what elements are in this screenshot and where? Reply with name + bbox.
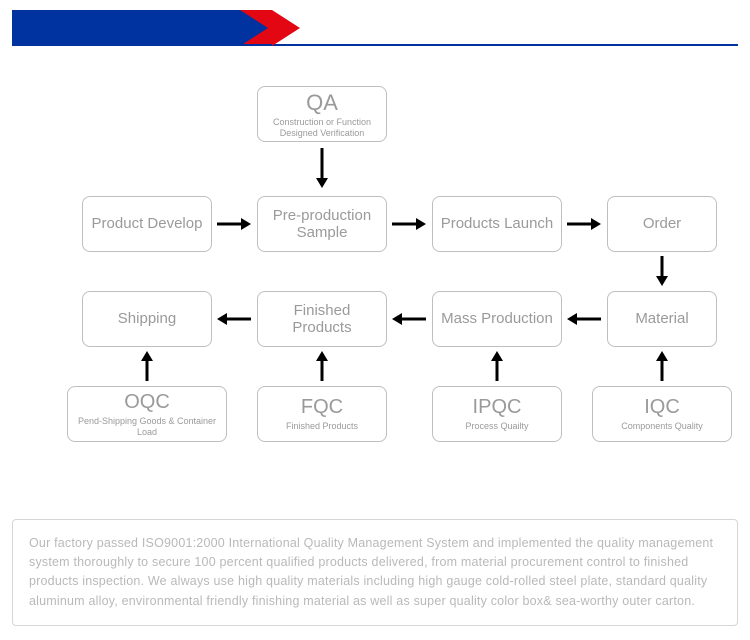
node-mat: Material	[607, 291, 717, 347]
arrow-fp-ship	[217, 312, 251, 326]
node-ipqc: IPQC Process Quailty	[432, 386, 562, 442]
node-qa: QAConstruction or Function Designed Veri…	[257, 86, 387, 142]
node-pps: Pre-production Sample	[257, 196, 387, 252]
node-title: IPQC	[473, 396, 522, 419]
node-title: Material	[635, 310, 688, 327]
arrow-oqc-ship	[140, 351, 154, 381]
arrow-mp-fp	[392, 312, 426, 326]
node-subtitle: Construction or Function Designed Verifi…	[264, 117, 380, 138]
arrow-pl-order	[567, 217, 601, 231]
node-title: FQC	[301, 396, 343, 419]
node-subtitle: Components Quality	[621, 421, 703, 431]
node-title: Finished Products	[264, 302, 380, 337]
banner-accent	[12, 10, 240, 44]
node-oqc: OQCPend-Shipping Goods & Container Load	[67, 386, 227, 442]
arrow-fqc-fp	[315, 351, 329, 381]
node-subtitle: Finished Products	[286, 421, 358, 431]
arrow-iqc-mat	[655, 351, 669, 381]
node-title: OQC	[124, 391, 170, 414]
arrow-qa-pps	[315, 148, 329, 188]
footer-note: Our factory passed ISO9001:2000 Internat…	[12, 519, 738, 627]
node-fqc: FQC Finished Products	[257, 386, 387, 442]
node-order: Order	[607, 196, 717, 252]
node-title: Products Launch	[441, 215, 554, 232]
node-title: Mass Production	[441, 310, 553, 327]
node-pdv: Product Develop	[82, 196, 212, 252]
node-title: Pre-production Sample	[264, 207, 380, 242]
node-title: QA	[306, 90, 338, 115]
arrow-mat-mp	[567, 312, 601, 326]
node-title: Order	[643, 215, 681, 232]
arrow-ipqc-mp	[490, 351, 504, 381]
arrow-pdv-pps	[217, 217, 251, 231]
banner: Quality Control Systems	[12, 10, 738, 46]
node-ship: Shipping	[82, 291, 212, 347]
node-title: Product Develop	[92, 215, 203, 232]
node-subtitle: Process Quailty	[465, 421, 528, 431]
node-title: Shipping	[118, 310, 176, 327]
arrow-pps-pl	[392, 217, 426, 231]
flowchart: QAConstruction or Function Designed Veri…	[12, 66, 738, 466]
node-title: IQC	[644, 396, 680, 419]
arrow-order-mat	[655, 256, 669, 286]
node-pl: Products Launch	[432, 196, 562, 252]
footer-text: Our factory passed ISO9001:2000 Internat…	[29, 536, 713, 608]
node-subtitle: Pend-Shipping Goods & Container Load	[74, 416, 220, 437]
node-mp: Mass Production	[432, 291, 562, 347]
node-iqc: IQC Components Quality	[592, 386, 732, 442]
node-fp: Finished Products	[257, 291, 387, 347]
